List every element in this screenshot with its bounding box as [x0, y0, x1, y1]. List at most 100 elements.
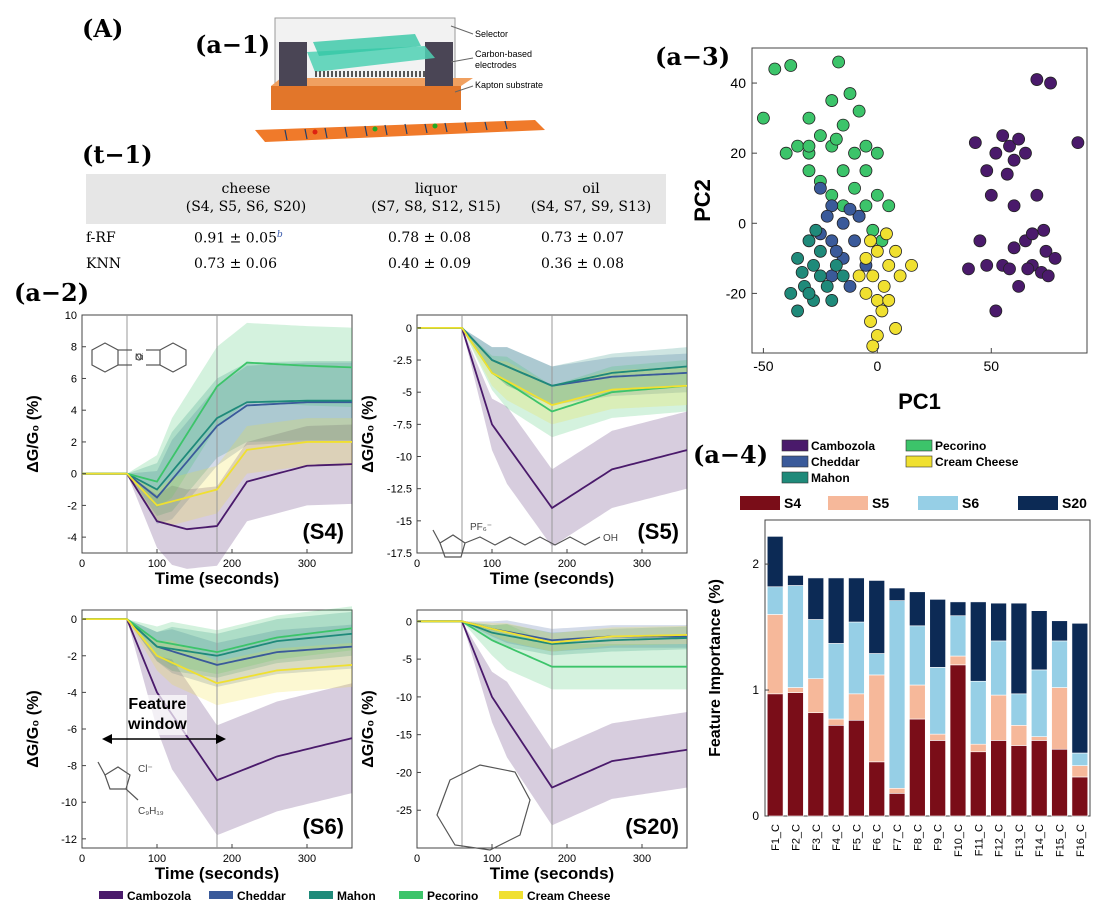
point-cambozola	[980, 258, 994, 272]
point-cream-cheese	[866, 269, 880, 283]
band-cambozola	[417, 621, 687, 826]
legend-swatch	[1018, 496, 1058, 510]
bar-s4-f6_c	[868, 761, 885, 817]
xtick-label: 200	[558, 853, 576, 865]
point-cream-cheese	[893, 269, 907, 283]
bar-s4-f7_c	[888, 793, 906, 817]
plot-s5: 0-2.5-5-7.5-10-12.5-15-17.50 100 200 300Tim…	[360, 314, 688, 588]
point-pecorino	[866, 223, 880, 237]
feature-window-label: Feature window	[128, 695, 187, 735]
bar-s20-f4_c	[827, 577, 845, 644]
bar-s6-f6_c	[868, 653, 885, 676]
point-cheddar	[836, 216, 850, 230]
bar-s5-f12_c	[990, 694, 1007, 741]
xtick-label: 300	[298, 853, 316, 865]
s6-c9h19-label: C₉H₁₉	[138, 806, 164, 817]
ytick-label: -2.5	[393, 355, 412, 367]
xtick-label: F13_C	[1014, 824, 1026, 857]
point-cream-cheese	[864, 315, 877, 328]
point-cambozola	[1019, 146, 1032, 160]
xtick-label: 200	[223, 558, 241, 570]
bar-s20-f16_c	[1071, 622, 1089, 754]
bar-s4-f15_c	[1051, 748, 1068, 817]
table-header-liquor: liquor (S7, S8, S12, S15)	[371, 181, 501, 215]
ytick-label: -5	[402, 387, 412, 399]
xtick-label: 200	[223, 853, 241, 865]
point-cheddar	[852, 209, 866, 223]
legend-label: Cream Cheese	[527, 889, 611, 903]
point-pecorino	[768, 62, 782, 76]
point-cambozola	[996, 129, 1010, 143]
bar-s6-f14_c	[1030, 669, 1048, 737]
ytick-label: -12	[61, 834, 77, 846]
bar-s6-f13_c	[1010, 693, 1028, 726]
point-pecorino	[843, 87, 857, 100]
ytick-label: 10	[65, 310, 77, 322]
ytick-label: -4	[67, 687, 77, 699]
panel-label-a2: (a−2)	[14, 278, 90, 307]
bar-s20-f10_c	[949, 601, 967, 617]
panel-label-a1: (a−1)	[195, 30, 271, 59]
bar-s6-f7_c	[888, 600, 906, 789]
ytick-label: 8	[71, 342, 77, 354]
point-cheddar	[825, 234, 839, 248]
point-pecorino	[882, 199, 896, 213]
bars-legend: S4 S5 S6 S20	[740, 495, 1087, 511]
bar-s4-f12_c	[990, 740, 1007, 817]
xtick-label: 300	[633, 558, 651, 570]
bar-s4-f14_c	[1030, 740, 1048, 817]
results-table: cheese (S4, S5, S6, S20) liquor (S7, S8,…	[86, 174, 666, 282]
bar-s20-f5_c	[848, 577, 865, 623]
point-cheddar	[843, 202, 857, 216]
point-mahon	[813, 244, 827, 258]
importance-bars: F1_C F2_C F3_C F4_C F5_C F6_C F7_C F8_C F9_C F10_…	[707, 519, 1091, 857]
legend-label: Cheddar	[811, 455, 860, 469]
xtick-label: 0	[414, 558, 420, 570]
ytick-label: 0	[752, 809, 759, 823]
point-cream-cheese	[882, 294, 896, 307]
point-cambozola	[1071, 136, 1085, 150]
s20-crown-ether-icon	[436, 764, 531, 851]
label-electrodes: electrodes	[475, 60, 517, 70]
ytick-label: -17.5	[387, 548, 412, 560]
xtick-label: F3_C	[811, 824, 823, 851]
legend-swatch	[781, 439, 809, 452]
bar-s6-f10_c	[949, 615, 967, 657]
bar-s20-f14_c	[1030, 610, 1048, 671]
point-pecorino	[802, 139, 816, 153]
ytick-label: -25	[396, 805, 412, 817]
point-cambozola	[1030, 188, 1044, 202]
ytick-label: 0	[71, 614, 77, 626]
point-cream-cheese	[905, 258, 918, 272]
point-cream-cheese	[880, 227, 893, 241]
table-header: cheese (S4, S5, S6, S20) liquor (S7, S8,…	[86, 174, 666, 224]
bar-s20-f2_c	[787, 575, 804, 586]
legend-label: Cheddar	[237, 889, 286, 903]
s5-pf6-label: PF₆⁻	[470, 522, 492, 533]
xtick-label: 100	[483, 853, 501, 865]
point-mahon	[825, 294, 839, 307]
bar-s5-f5_c	[848, 693, 865, 721]
point-pecorino	[870, 146, 884, 160]
legend-swatch	[828, 496, 868, 510]
series-cream-cheese	[82, 618, 353, 685]
point-pecorino	[848, 146, 861, 160]
y-axis-label: PC2	[690, 179, 715, 222]
series-cream-cheese	[417, 620, 688, 644]
point-mahon	[802, 234, 816, 248]
ytick-label: 1	[752, 683, 759, 697]
panel-label-a4: (a−4)	[693, 440, 769, 469]
label-carbon: Carbon-based	[475, 49, 532, 59]
s5-oh-label: OH	[603, 533, 618, 544]
table-row: f-RF 0.91 ± 0.05b 0.78 ± 0.08 0.73 ± 0.0…	[86, 230, 624, 247]
bar-s20-f13_c	[1010, 602, 1028, 695]
point-mahon	[807, 258, 820, 272]
point-mahon	[820, 279, 834, 293]
point-cambozola	[1037, 223, 1051, 237]
point-cambozola	[980, 164, 994, 178]
legend-label: Cambozola	[811, 439, 875, 453]
bar-s4-f10_c	[949, 664, 967, 817]
legend-label: Mahon	[811, 471, 850, 485]
xtick-label: F2_C	[790, 824, 802, 851]
